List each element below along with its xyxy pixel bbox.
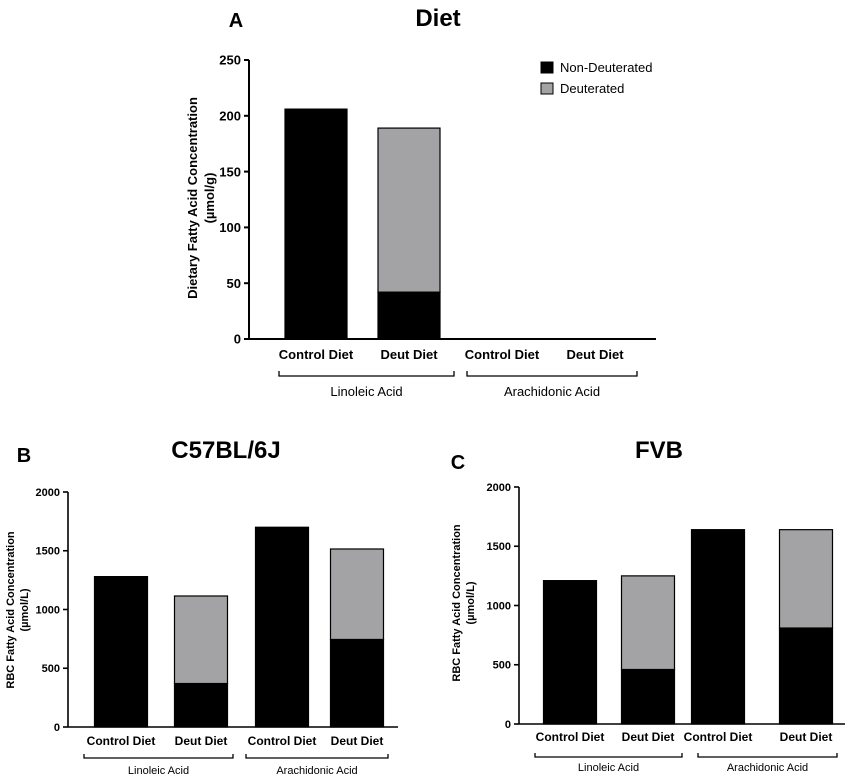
x-category-label-a-3: Control Diet — [465, 347, 540, 362]
x-category-label-a-4: Deut Diet — [566, 347, 624, 362]
x-category-label-b-3: Control Diet — [248, 734, 317, 748]
y-axis-label-b: RBC Fatty Acid Concentration (µmol/L) — [5, 531, 31, 689]
y-axis-label-line2-b: (µmol/L) — [19, 588, 31, 631]
y-axis-label-c: RBC Fatty Acid Concentration (µmol/L) — [451, 524, 477, 682]
panel-letter-c: C — [451, 452, 465, 474]
x-category-label-a-2: Deut Diet — [380, 347, 438, 362]
y-tick-label-c-4: 2000 — [487, 482, 511, 494]
legend-swatch-non-deuterated — [540, 61, 554, 74]
bars-b — [93, 526, 385, 728]
panel-letter-b: B — [17, 445, 31, 467]
bar-c-deuterated-2 — [620, 575, 676, 671]
y-tick-label-c-0: 0 — [505, 719, 511, 731]
y-tick-label-c-3: 1500 — [487, 541, 511, 553]
bar-c-non-deuterated-4 — [778, 627, 834, 725]
bar-c-deuterated-4 — [778, 529, 834, 629]
y-tick-label-a-2: 100 — [219, 220, 241, 235]
legend-label-deuterated: Deuterated — [560, 81, 624, 96]
bar-c-non-deuterated-1 — [542, 580, 598, 725]
bar-c-non-deuterated-3 — [690, 529, 746, 725]
y-axis-label-line2-c: (µmol/L) — [465, 581, 477, 624]
y-axis-label-a: Dietary Fatty Acid Concentration (µmol/g… — [185, 97, 217, 299]
y-tick-label-a-3: 150 — [219, 164, 241, 179]
group-label-c-1: Linoleic Acid — [578, 762, 639, 774]
y-tick-label-b-3: 1500 — [36, 546, 60, 558]
bar-a-non-deuterated-2 — [377, 291, 441, 340]
y-tick-label-b-2: 1000 — [36, 604, 60, 616]
panel-c: C FVB RBC Fatty Acid Concentration (µmol… — [451, 437, 845, 774]
bars-c — [542, 529, 834, 725]
legend-a: Non-Deuterated Deuterated — [540, 60, 653, 96]
legend-swatch-deuterated — [540, 82, 554, 95]
legend-label-non-deuterated: Non-Deuterated — [560, 60, 653, 75]
y-axis-label-line2-a: (µmol/g) — [202, 173, 217, 224]
bar-c-non-deuterated-2 — [620, 668, 676, 725]
y-axis-label-line1-b: RBC Fatty Acid Concentration — [5, 531, 17, 689]
chart-title-a: Diet — [415, 5, 460, 32]
group-bracket-c-1 — [534, 753, 683, 758]
y-axis-label-line1-a: Dietary Fatty Acid Concentration — [185, 97, 200, 299]
x-category-label-a-1: Control Diet — [279, 347, 354, 362]
y-tick-label-c-1: 500 — [493, 660, 511, 672]
group-bracket-c-2 — [697, 753, 838, 758]
y-tick-label-a-5: 250 — [219, 53, 241, 68]
bar-a-non-deuterated-1 — [284, 108, 348, 340]
x-category-label-c-4: Deut Diet — [780, 730, 833, 744]
chart-title-b: C57BL/6J — [171, 437, 280, 464]
x-category-label-b-2: Deut Diet — [175, 734, 228, 748]
y-tick-label-a-4: 200 — [219, 108, 241, 123]
bar-b-deuterated-2 — [173, 595, 229, 685]
bars-a — [284, 108, 441, 340]
group-bracket-b-2 — [245, 754, 389, 759]
bar-b-non-deuterated-4 — [329, 638, 385, 728]
x-category-label-c-1: Control Diet — [536, 730, 605, 744]
y-tick-label-b-4: 2000 — [36, 487, 60, 499]
bar-b-non-deuterated-3 — [254, 526, 310, 728]
panel-b: B C57BL/6J RBC Fatty Acid Concentration … — [5, 437, 398, 777]
y-tick-label-b-1: 500 — [42, 663, 60, 675]
group-label-a-1: Linoleic Acid — [330, 384, 402, 399]
group-bracket-a-1 — [278, 371, 455, 377]
panel-letter-a: A — [229, 10, 243, 32]
bar-b-deuterated-4 — [329, 548, 385, 641]
x-category-label-b-4: Deut Diet — [331, 734, 384, 748]
bar-a-deuterated-2 — [377, 127, 441, 293]
group-label-a-2: Arachidonic Acid — [504, 384, 600, 399]
group-label-b-1: Linoleic Acid — [128, 765, 189, 777]
chart-title-c: FVB — [635, 437, 683, 464]
y-tick-label-b-0: 0 — [54, 722, 60, 734]
bar-b-non-deuterated-2 — [173, 682, 229, 728]
group-label-c-2: Arachidonic Acid — [727, 762, 808, 774]
x-category-label-b-1: Control Diet — [87, 734, 156, 748]
panel-a: A Diet Dietary Fatty Acid Concentration … — [185, 5, 656, 399]
y-tick-label-a-0: 0 — [234, 332, 241, 347]
y-tick-label-c-2: 1000 — [487, 600, 511, 612]
group-label-b-2: Arachidonic Acid — [276, 765, 357, 777]
x-category-label-c-3: Control Diet — [684, 730, 753, 744]
x-category-label-c-2: Deut Diet — [622, 730, 675, 744]
y-tick-label-a-1: 50 — [227, 276, 241, 291]
bar-b-non-deuterated-1 — [93, 575, 149, 728]
group-bracket-a-2 — [466, 371, 638, 377]
group-bracket-b-1 — [83, 754, 234, 759]
y-axis-label-line1-c: RBC Fatty Acid Concentration — [451, 524, 463, 682]
